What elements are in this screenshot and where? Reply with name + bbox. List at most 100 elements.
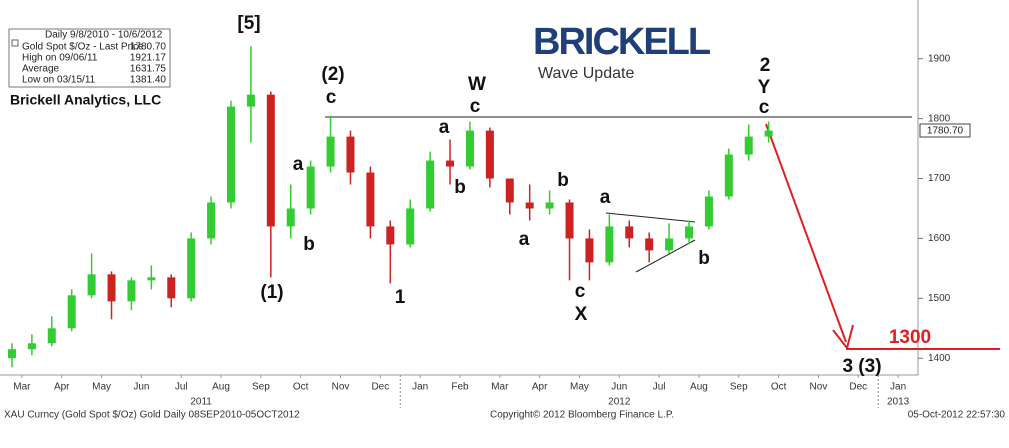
- x-tick-label: Mar: [13, 382, 31, 393]
- info-value: 1921.17: [130, 53, 167, 64]
- y-tick-label: 1800: [928, 113, 951, 124]
- candle-body: [266, 94, 275, 227]
- info-label: Low on 03/15/11: [22, 75, 96, 86]
- wave-label: (2): [321, 64, 344, 85]
- candle-body: [704, 196, 713, 227]
- y-tick-label: 1600: [928, 233, 951, 244]
- wave-label: 3 (3): [842, 356, 881, 377]
- candle-body: [505, 178, 514, 203]
- y-tick-label: 1900: [928, 53, 951, 64]
- candle-body: [127, 280, 136, 302]
- info-icon: [11, 39, 19, 47]
- candle-body: [645, 238, 654, 251]
- x-tick-label: Dec: [849, 382, 867, 393]
- candle-body: [67, 295, 76, 329]
- candle-body: [147, 277, 156, 281]
- info-box: [8, 28, 171, 88]
- candle-body: [306, 166, 315, 209]
- candle-body: [744, 136, 753, 155]
- last-price-label: 1780.70: [927, 126, 964, 137]
- x-tick-label: May: [92, 382, 111, 393]
- wave-label: X: [575, 304, 588, 325]
- candle-body: [7, 349, 16, 359]
- candle-body: [386, 226, 395, 245]
- candle-body: [346, 136, 355, 173]
- candle-body: [685, 226, 693, 239]
- wave-label: [5]: [237, 13, 260, 34]
- projection-arrow: [765, 123, 847, 343]
- footer-center: Copyright© 2012 Bloomberg Finance L.P.: [490, 410, 674, 421]
- x-tick-label: Feb: [451, 382, 469, 393]
- wave-label: c: [326, 87, 337, 108]
- candle-body: [605, 226, 614, 263]
- x-tick-label: Mar: [491, 382, 509, 393]
- candle-body: [465, 130, 474, 167]
- year-label: 2011: [190, 397, 212, 408]
- x-tick-label: Jul: [175, 382, 188, 393]
- x-tick-label: Apr: [54, 382, 70, 393]
- info-title: Daily 9/8/2010 - 10/6/2012: [45, 30, 163, 41]
- wave-label: 2: [760, 55, 771, 76]
- wave-label: 1: [395, 287, 406, 308]
- candle-body: [286, 208, 295, 227]
- y-tick-label: 1500: [928, 293, 951, 304]
- x-tick-label: Apr: [532, 382, 548, 393]
- x-tick-label: Sep: [252, 382, 270, 393]
- y-tick-label: 1400: [928, 353, 951, 364]
- x-tick-label: Dec: [371, 382, 389, 393]
- x-tick-label: Jan: [890, 382, 906, 393]
- wave-label: b: [698, 248, 710, 269]
- info-label: High on 09/06/11: [22, 53, 98, 64]
- info-label: Average: [22, 64, 60, 75]
- year-label: 2013: [887, 397, 910, 408]
- x-tick-label: Sep: [730, 382, 748, 393]
- candle-body: [326, 136, 335, 167]
- wave-label: a: [519, 229, 530, 250]
- candle-body: [665, 238, 674, 251]
- wave-label: a: [439, 117, 450, 138]
- candle-body: [406, 208, 415, 245]
- x-tick-label: Jun: [133, 382, 149, 393]
- y-tick-label: 1700: [928, 173, 951, 184]
- candle-body: [426, 160, 435, 209]
- footer-right: 05-Oct-2012 22:57:30: [908, 410, 1006, 421]
- candle-body: [47, 328, 56, 344]
- wave-label: c: [575, 281, 586, 302]
- publisher: Brickell Analytics, LLC: [10, 92, 161, 108]
- info-value: 1780.70: [130, 42, 167, 53]
- candle-body: [187, 238, 196, 299]
- footer-left: XAU Curncy (Gold Spot $/Oz) Gold Daily 0…: [4, 410, 300, 421]
- wave-label: (1): [260, 282, 283, 303]
- candle-body: [625, 226, 634, 239]
- candle-body: [27, 343, 36, 350]
- wave-label: a: [293, 154, 304, 175]
- candle-body: [446, 160, 455, 167]
- x-tick-label: Jun: [611, 382, 627, 393]
- candle-body: [87, 274, 96, 296]
- triangle-line: [635, 239, 696, 273]
- x-tick-label: Nov: [332, 382, 350, 393]
- candle-body: [565, 202, 574, 239]
- target-label: 1300: [889, 327, 931, 348]
- x-tick-label: Aug: [690, 382, 708, 393]
- x-tick-label: May: [570, 382, 589, 393]
- year-label: 2012: [608, 397, 631, 408]
- wave-label: b: [454, 177, 466, 198]
- x-tick-label: Nov: [810, 382, 828, 393]
- wave-label: c: [759, 97, 770, 118]
- wave-label: Y: [758, 77, 771, 98]
- candle-body: [227, 106, 235, 203]
- candle-body: [167, 277, 176, 299]
- candle-body: [107, 274, 116, 302]
- candle-body: [207, 202, 216, 239]
- wave-label: a: [600, 187, 611, 208]
- candle-body: [246, 94, 255, 107]
- logo: BRICKELL: [533, 21, 711, 63]
- triangle-line: [605, 212, 696, 223]
- x-tick-label: Oct: [293, 382, 309, 393]
- candle-body: [525, 202, 534, 209]
- candle-body: [545, 202, 554, 209]
- info-label: Gold Spot $/Oz - Last Price: [22, 42, 144, 53]
- candle-body: [764, 130, 773, 137]
